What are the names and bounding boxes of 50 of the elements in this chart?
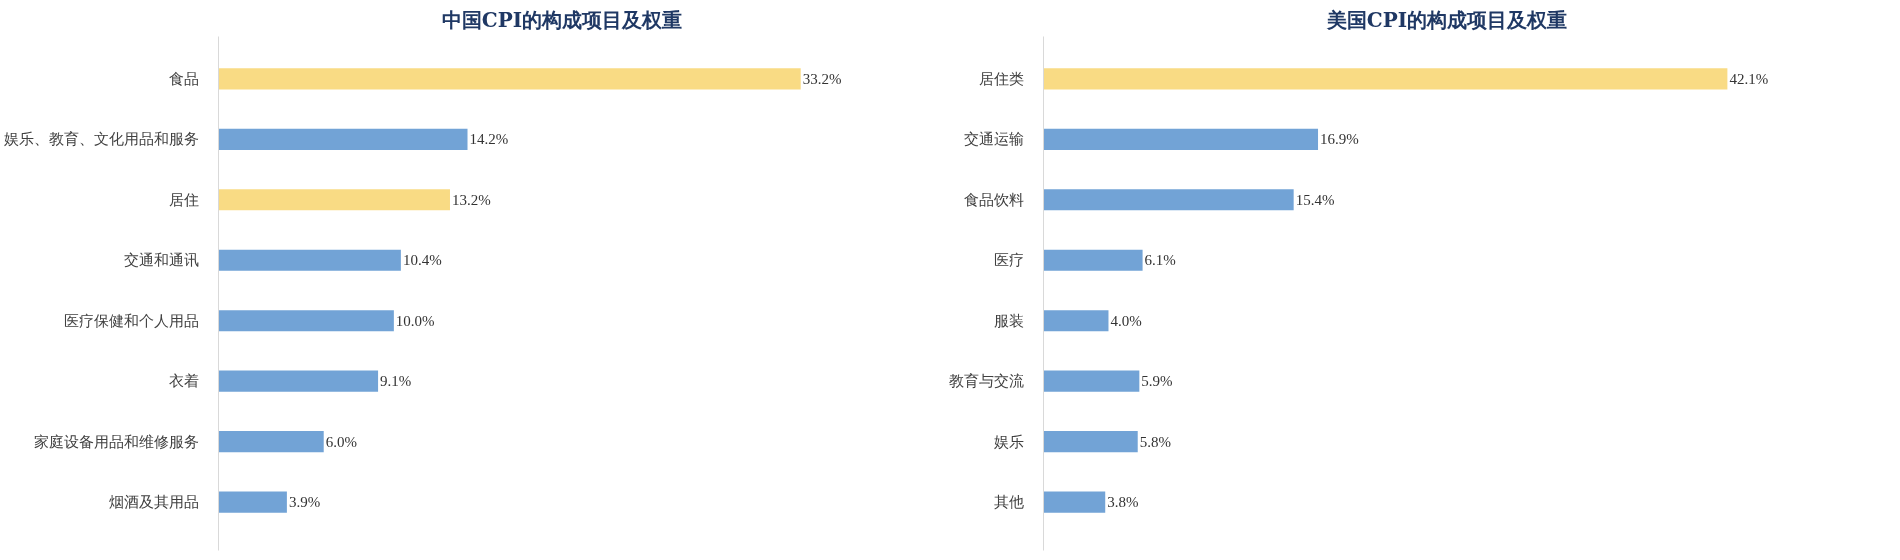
bar xyxy=(218,431,324,453)
data-label: 6.0% xyxy=(325,433,357,450)
bar xyxy=(1043,128,1319,150)
y-tick-label: 居住 xyxy=(168,190,199,209)
data-label: 4.0% xyxy=(1110,312,1142,329)
y-tick-label: 食品饮料 xyxy=(963,190,1024,209)
y-tick-label: 服装 xyxy=(993,311,1024,330)
y-tick-label: 娱乐 xyxy=(993,432,1024,451)
bar xyxy=(1043,431,1138,453)
y-tick-label: 家庭设备用品和维修服务 xyxy=(33,432,199,451)
bar xyxy=(1043,68,1728,90)
bar xyxy=(1043,370,1140,392)
data-label: 13.2% xyxy=(451,191,491,208)
bar xyxy=(1043,310,1109,332)
chart-title: 中国CPI的构成项目及权重 xyxy=(441,7,683,32)
data-label: 10.0% xyxy=(395,312,435,329)
y-tick-label: 教育与交流 xyxy=(948,372,1024,391)
bar xyxy=(218,310,394,332)
data-label: 10.4% xyxy=(402,252,442,269)
bar xyxy=(218,189,450,211)
bar xyxy=(1043,189,1294,211)
data-label: 16.9% xyxy=(1320,131,1359,148)
data-label: 3.9% xyxy=(288,494,321,511)
data-label: 9.1% xyxy=(380,373,412,390)
y-tick-label: 医疗 xyxy=(993,251,1024,270)
data-label: 42.1% xyxy=(1729,70,1769,87)
bar xyxy=(1043,491,1106,513)
data-label: 5.9% xyxy=(1141,373,1173,390)
y-tick-label: 食品 xyxy=(168,69,199,88)
y-tick-label: 娱乐、教育、文化用品和服务 xyxy=(3,130,199,149)
bar xyxy=(218,68,801,90)
y-tick-label: 医疗保健和个人用品 xyxy=(63,311,199,330)
data-label: 15.4% xyxy=(1295,191,1335,208)
data-label: 3.8% xyxy=(1107,494,1139,511)
bar xyxy=(218,128,468,150)
y-tick-label: 交通运输 xyxy=(963,130,1024,149)
chart-title: 美国CPI的构成项目及权重 xyxy=(1325,7,1568,32)
bar xyxy=(218,249,401,271)
y-tick-label: 居住类 xyxy=(978,69,1024,88)
data-label: 5.8% xyxy=(1139,433,1171,450)
y-tick-label: 衣着 xyxy=(168,372,199,391)
bar xyxy=(1043,249,1143,271)
data-label: 33.2% xyxy=(802,70,842,87)
bar xyxy=(218,491,287,513)
data-label: 14.2% xyxy=(469,131,509,148)
bar xyxy=(218,370,379,392)
y-tick-label: 交通和通讯 xyxy=(123,251,199,270)
data-label: 6.1% xyxy=(1144,252,1176,269)
y-tick-label: 烟酒及其用品 xyxy=(108,493,199,512)
y-tick-label: 其他 xyxy=(993,493,1024,512)
